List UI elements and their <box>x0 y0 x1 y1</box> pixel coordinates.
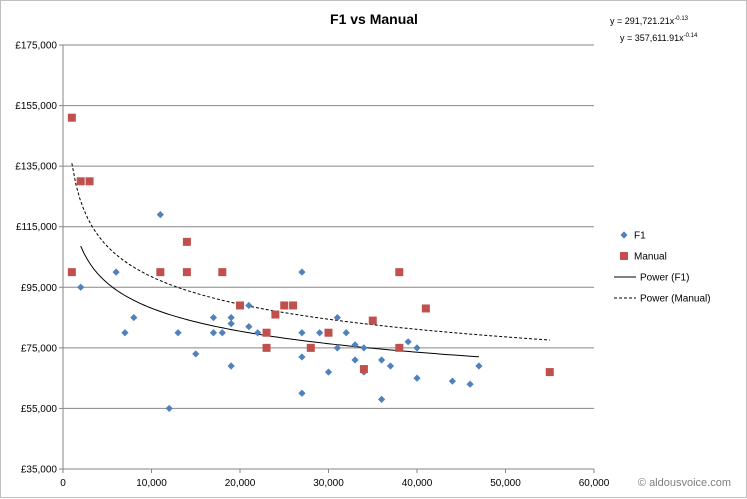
data-points <box>67 113 554 413</box>
data-point-manual <box>85 177 94 186</box>
watermark-text: © aldousvoice.com <box>638 477 731 489</box>
data-point-f1 <box>227 313 235 322</box>
data-point-manual <box>182 268 191 277</box>
x-tick-label: 0 <box>60 478 66 489</box>
data-point-manual <box>67 113 76 122</box>
legend-marker-f1 <box>620 231 628 239</box>
data-point-manual <box>289 301 298 310</box>
data-point-f1 <box>112 268 120 276</box>
y-tick-label: £175,000 <box>15 41 57 52</box>
data-point-f1 <box>351 356 359 364</box>
data-point-f1 <box>245 323 253 331</box>
trendline-power-manual <box>71 163 550 341</box>
x-tick-label: 20,000 <box>225 478 256 489</box>
data-point-manual <box>67 268 76 277</box>
y-tick-labels: £35,000 £55,000 £75,000 £95,000 £115,000 £135… <box>15 41 63 476</box>
trendline-equation: y = 357,611.91x-0.14 <box>620 33 698 43</box>
data-point-manual <box>182 237 191 246</box>
y-tick-label: £155,000 <box>15 101 57 112</box>
data-point-f1 <box>174 329 182 337</box>
legend-label: Power (Manual) <box>640 294 711 305</box>
data-point-f1 <box>378 395 386 403</box>
data-point-manual <box>421 304 430 313</box>
legend-label: Manual <box>634 252 667 263</box>
data-point-f1 <box>245 301 253 310</box>
data-point-manual <box>280 301 289 310</box>
y-tick-label: £135,000 <box>15 162 57 173</box>
data-point-f1 <box>298 353 306 361</box>
data-point-f1 <box>448 377 456 385</box>
data-point-f1 <box>298 329 306 337</box>
data-point-f1 <box>360 344 368 352</box>
data-point-f1 <box>386 362 395 370</box>
legend-label: Power (F1) <box>640 273 689 284</box>
data-point-f1 <box>156 211 164 219</box>
y-tick-label: £35,000 <box>21 465 58 476</box>
trendline-equation: y = 291,721.21x-0.13 <box>610 16 689 26</box>
x-tick-label: 60,000 <box>579 478 610 489</box>
data-point-manual <box>262 328 271 337</box>
data-point-f1 <box>333 313 341 322</box>
data-point-manual <box>156 268 165 277</box>
data-point-f1 <box>475 362 483 370</box>
data-point-f1 <box>333 344 341 352</box>
data-point-manual <box>76 177 85 186</box>
data-point-manual <box>395 268 404 277</box>
data-point-f1 <box>121 329 129 337</box>
trendlines <box>71 163 550 358</box>
data-point-f1 <box>324 368 333 376</box>
data-point-manual <box>236 301 244 310</box>
x-tick-label: 10,000 <box>136 478 167 489</box>
y-tick-label: £55,000 <box>21 404 58 415</box>
data-point-manual <box>218 268 227 277</box>
legend: F1 Manual Power (F1) Power (Manual) <box>614 231 711 305</box>
data-point-f1 <box>298 389 306 397</box>
y-tick-label: £115,000 <box>16 222 57 233</box>
trendline-equations: y = 291,721.21x-0.13 y = 357,611.91x-0.14 <box>610 16 698 43</box>
x-tick-labels: 0 10,000 20,000 30,000 40,000 50,000 60,000 <box>60 469 610 489</box>
data-point-f1 <box>378 356 386 364</box>
x-tick-label: 50,000 <box>490 478 521 489</box>
y-tick-label: £75,000 <box>21 343 58 354</box>
data-point-f1 <box>254 329 262 337</box>
data-point-f1 <box>209 329 218 337</box>
y-tick-label: £95,000 <box>21 283 58 294</box>
chart-title: F1 vs Manual <box>330 11 418 27</box>
data-point-f1 <box>413 374 421 382</box>
data-point-f1 <box>316 329 324 337</box>
legend-marker-manual <box>620 252 628 260</box>
data-point-f1 <box>77 283 85 291</box>
data-point-f1 <box>342 329 350 337</box>
data-point-f1 <box>209 313 218 322</box>
data-point-f1 <box>227 320 235 328</box>
x-tick-label: 30,000 <box>313 478 344 489</box>
data-point-manual <box>359 365 368 374</box>
data-point-f1 <box>298 268 306 276</box>
data-point-f1 <box>130 313 138 322</box>
data-point-f1 <box>466 380 474 388</box>
data-point-manual <box>368 316 377 325</box>
data-point-f1 <box>227 362 235 370</box>
data-point-manual <box>262 343 271 352</box>
data-point-manual <box>324 328 333 337</box>
data-point-manual <box>545 368 554 377</box>
grid-lines <box>63 44 594 409</box>
data-point-f1 <box>218 329 226 337</box>
trendline-power-f1 <box>80 245 479 358</box>
legend-label: F1 <box>634 231 646 242</box>
data-point-f1 <box>413 344 421 352</box>
data-point-manual <box>271 310 280 319</box>
data-point-f1 <box>404 338 412 346</box>
data-point-f1 <box>351 341 359 349</box>
data-point-f1 <box>192 350 200 358</box>
data-point-manual <box>395 343 404 352</box>
axes <box>62 45 594 470</box>
x-tick-label: 40,000 <box>402 478 433 489</box>
data-point-f1 <box>165 404 173 413</box>
data-point-manual <box>306 343 315 352</box>
